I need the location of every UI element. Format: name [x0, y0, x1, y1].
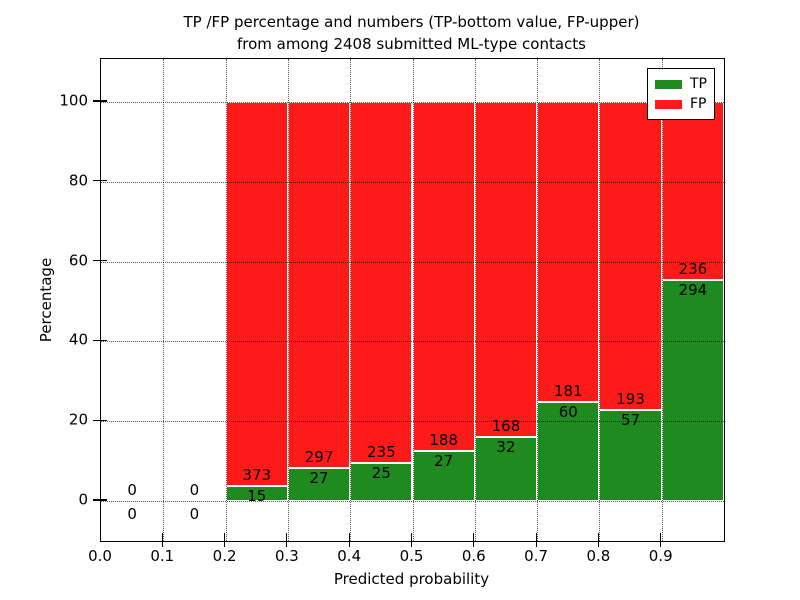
bar-fp-segment	[350, 102, 413, 463]
y-tick-mark	[93, 100, 107, 102]
x-tick-label: 0.9	[648, 547, 673, 565]
x-tick-label: 0.3	[274, 547, 299, 565]
x-tick-mark	[348, 533, 350, 547]
v-gridline	[412, 59, 414, 541]
fp-legend-swatch	[655, 99, 682, 109]
bar-tp-segment	[412, 450, 475, 501]
bar-fp-count-label: 0	[127, 481, 137, 499]
y-tick-mark	[93, 260, 107, 262]
plot-area: TP FP 0 0 0 0 373 15 297 27 235 25 188 27 168 32 181 60 1…	[100, 58, 725, 542]
x-tick-mark	[473, 533, 475, 547]
legend-row: FP	[655, 94, 707, 114]
bar-fp-segment	[599, 102, 662, 411]
bar-tp-segment	[599, 410, 662, 501]
x-tick-label: 0.5	[399, 547, 424, 565]
bar-tp-count-label: 25	[371, 463, 391, 482]
v-gridline	[287, 59, 289, 541]
bar-tp-count-label: 0	[127, 505, 137, 523]
bar-tp-count-label: 15	[247, 486, 267, 505]
bar-fp-count-label: 297	[304, 447, 334, 466]
x-tick-label: 0.7	[524, 547, 549, 565]
y-tick-label: 80	[68, 171, 88, 190]
chart-title-line2: from among 2408 submitted ML-type contac…	[237, 35, 586, 53]
v-gridline	[474, 59, 476, 541]
chart-title-line1: TP /FP percentage and numbers (TP-bottom…	[183, 13, 640, 31]
v-gridline	[163, 59, 165, 541]
bar-fp-segment	[225, 102, 288, 486]
bar-fp-segment	[537, 102, 600, 402]
y-tick-mark	[93, 419, 107, 421]
x-tick-label: 0.1	[150, 547, 175, 565]
y-axis-label: Percentage	[37, 257, 55, 343]
v-gridline	[537, 59, 539, 541]
y-tick-label: 40	[68, 330, 88, 349]
chart-title: TP /FP percentage and numbers (TP-bottom…	[100, 11, 723, 55]
bar-tp-segment	[474, 437, 538, 501]
bar-fp-count-label: 188	[429, 430, 458, 449]
x-tick-mark	[597, 533, 599, 547]
tp-legend-swatch	[655, 79, 682, 89]
x-tick-label: 0.2	[212, 547, 237, 565]
bar-fp-segment	[287, 102, 351, 468]
bar-fp-count-label: 0	[189, 481, 200, 499]
x-tick-label: 0.8	[586, 547, 611, 565]
y-tick-mark	[93, 339, 107, 341]
bar-fp-segment	[412, 102, 475, 451]
bar-tp-count-label: 294	[678, 280, 708, 299]
v-gridline	[661, 59, 663, 541]
bar-tp-count-label: 0	[189, 505, 200, 523]
x-tick-mark	[224, 533, 226, 547]
x-tick-label: 0.0	[88, 547, 112, 565]
x-tick-label: 0.6	[461, 547, 486, 565]
bar-fp-count-label: 181	[553, 381, 583, 400]
bar-fp-segment	[474, 102, 538, 438]
bar-tp-count-label: 57	[621, 411, 641, 430]
bar-tp-segment	[661, 279, 724, 501]
bar-tp-count-label: 60	[558, 402, 578, 421]
y-tick-label: 20	[68, 410, 88, 429]
x-tick-mark	[535, 533, 537, 547]
v-gridline	[225, 59, 227, 541]
bar-fp-count-label: 236	[678, 259, 708, 278]
x-tick-label: 0.4	[337, 547, 362, 565]
v-gridline	[350, 59, 352, 541]
legend: TP FP	[647, 68, 715, 120]
legend-label: TP	[690, 76, 707, 92]
legend-row: TP	[655, 74, 707, 94]
bar-tp-count-label: 27	[434, 451, 454, 470]
y-tick-label: 60	[68, 251, 88, 270]
x-tick-mark	[410, 533, 413, 547]
bar-fp-count-label: 168	[491, 417, 521, 436]
bar-tp-count-label: 27	[309, 468, 329, 487]
x-axis-label: Predicted probability	[333, 570, 490, 588]
bar-tp-segment	[537, 401, 600, 501]
bar-fp-count-label: 373	[242, 465, 272, 484]
legend-label: FP	[690, 96, 707, 112]
bar-fp-count-label: 193	[616, 390, 645, 409]
y-tick-label: 100	[59, 91, 88, 110]
x-tick-mark	[161, 533, 163, 547]
x-tick-mark	[660, 533, 662, 547]
y-tick-mark	[93, 499, 107, 501]
v-gridline	[599, 59, 601, 541]
bar-fp-count-label: 235	[367, 442, 396, 461]
x-tick-mark	[286, 533, 288, 547]
bar-tp-count-label: 32	[496, 438, 516, 457]
bar-tp-segment	[287, 467, 351, 501]
y-tick-mark	[93, 180, 107, 182]
bar-fp-segment	[661, 102, 724, 280]
y-tick-label: 0	[78, 490, 88, 509]
